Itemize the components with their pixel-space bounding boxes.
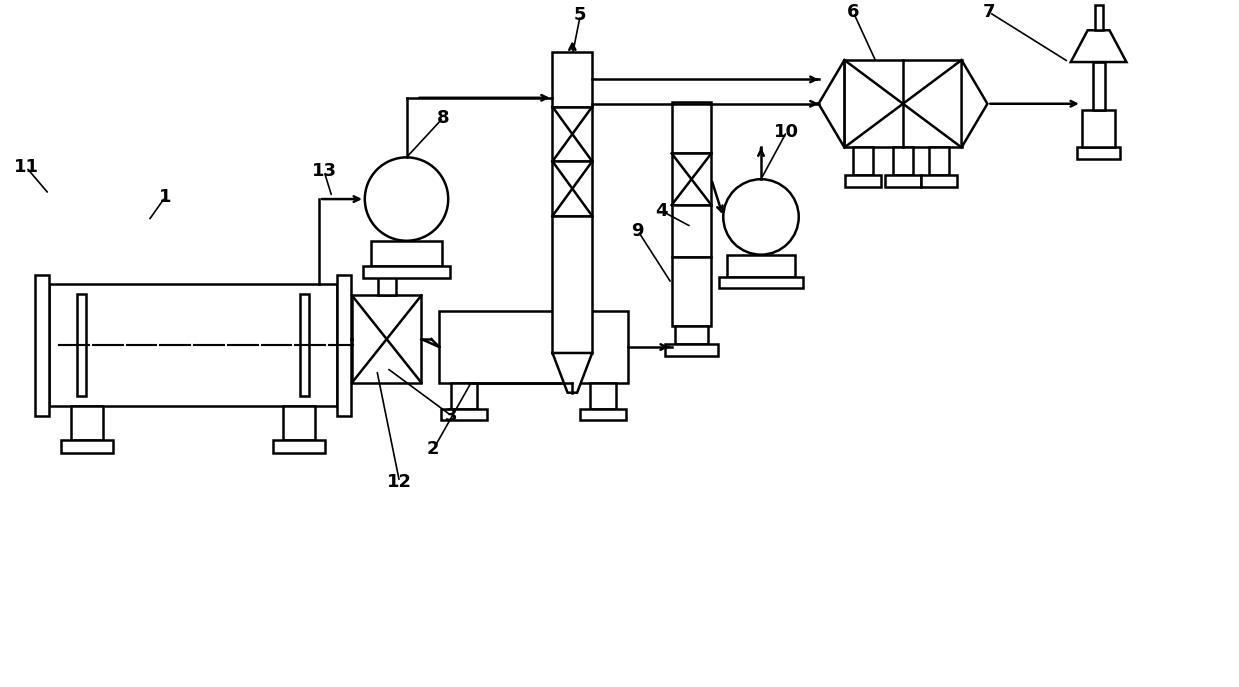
Bar bbox=[77, 295, 85, 396]
Text: 6: 6 bbox=[847, 3, 860, 21]
Bar bbox=[727, 255, 794, 277]
Bar bbox=[553, 106, 592, 161]
Text: 10: 10 bbox=[774, 122, 799, 141]
Bar bbox=[929, 148, 949, 175]
Circle shape bbox=[724, 179, 799, 255]
Bar bbox=[352, 295, 421, 383]
Bar bbox=[672, 205, 711, 257]
Text: 9: 9 bbox=[632, 222, 644, 240]
Bar bbox=[885, 175, 921, 187]
Bar bbox=[664, 344, 719, 356]
Bar bbox=[893, 148, 913, 175]
Polygon shape bbox=[961, 60, 987, 148]
Bar bbox=[440, 311, 628, 383]
Text: 5: 5 bbox=[574, 6, 586, 24]
Bar bbox=[580, 409, 626, 420]
Bar bbox=[35, 275, 50, 416]
Text: 2: 2 bbox=[427, 440, 440, 458]
Bar bbox=[451, 383, 477, 409]
Text: 11: 11 bbox=[14, 158, 38, 177]
Bar bbox=[672, 153, 711, 205]
Bar bbox=[1094, 5, 1103, 30]
Polygon shape bbox=[553, 353, 592, 393]
Bar bbox=[274, 440, 325, 453]
Bar bbox=[71, 405, 103, 440]
Bar bbox=[1093, 62, 1104, 110]
Text: 1: 1 bbox=[159, 188, 171, 206]
Bar bbox=[441, 409, 487, 420]
Bar bbox=[854, 148, 873, 175]
Bar bbox=[284, 405, 315, 440]
Bar bbox=[363, 266, 450, 278]
Text: 13: 13 bbox=[311, 162, 337, 180]
Bar bbox=[61, 440, 113, 453]
Bar bbox=[553, 216, 592, 353]
Circle shape bbox=[364, 157, 449, 240]
Bar bbox=[845, 175, 881, 187]
Text: 7: 7 bbox=[983, 3, 996, 21]
Polygon shape bbox=[1070, 30, 1126, 62]
Bar bbox=[672, 257, 711, 326]
Bar bbox=[553, 161, 592, 216]
Bar bbox=[674, 326, 709, 344]
Bar bbox=[370, 240, 442, 266]
Polygon shape bbox=[819, 60, 845, 148]
Bar bbox=[672, 102, 711, 153]
Bar bbox=[845, 60, 961, 148]
Text: 4: 4 bbox=[655, 202, 668, 220]
Text: 3: 3 bbox=[445, 407, 457, 425]
Bar bbox=[1082, 110, 1115, 148]
Bar bbox=[300, 295, 310, 396]
Bar bbox=[590, 383, 616, 409]
Bar bbox=[337, 275, 351, 416]
Text: 8: 8 bbox=[437, 109, 450, 126]
Bar bbox=[553, 52, 592, 106]
Bar bbox=[50, 284, 337, 405]
Bar bbox=[1077, 148, 1120, 159]
Text: 12: 12 bbox=[387, 473, 413, 491]
Bar bbox=[921, 175, 957, 187]
Bar bbox=[720, 277, 803, 289]
Bar bbox=[378, 275, 395, 295]
